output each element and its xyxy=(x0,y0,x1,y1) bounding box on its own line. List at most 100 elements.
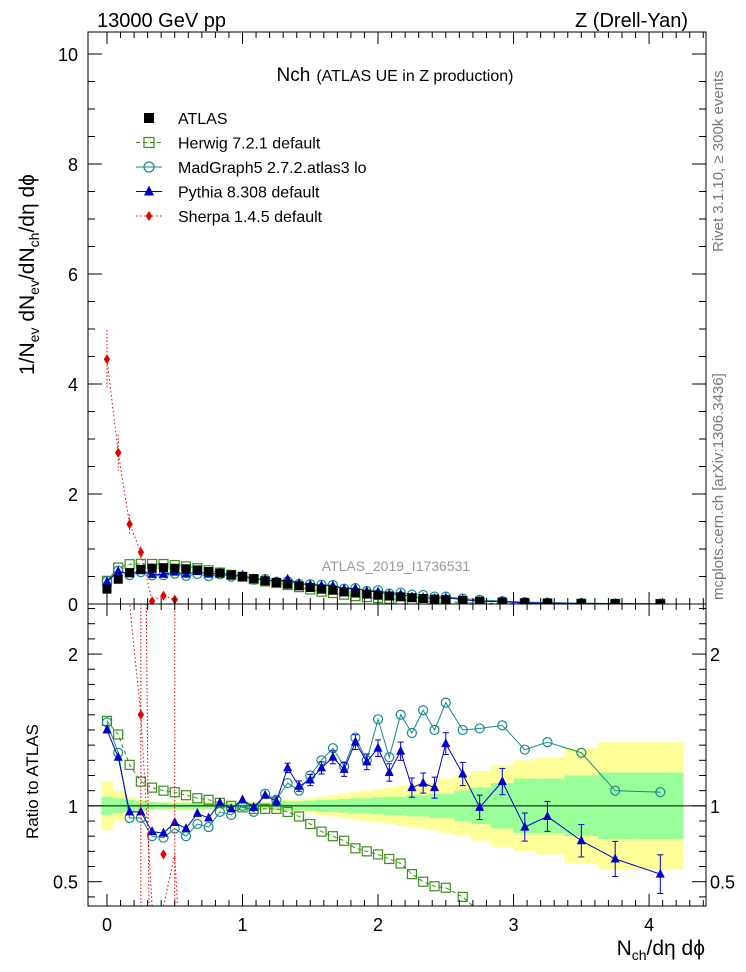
ratio-point xyxy=(350,843,361,854)
ratio-point xyxy=(655,787,666,798)
plot-title-main: Nch xyxy=(277,65,311,86)
ratio-y-tick-label: 1 xyxy=(68,797,78,817)
ratio-point xyxy=(147,826,157,836)
legend-label: ATLAS xyxy=(178,111,228,128)
main-series xyxy=(101,329,666,604)
atlas-point xyxy=(249,574,259,584)
ratio-line-sherpa xyxy=(106,604,178,906)
ratio-point xyxy=(395,709,406,720)
ratio-point xyxy=(125,806,135,816)
ratio-point xyxy=(429,724,440,736)
ratio-point xyxy=(282,777,293,789)
ratio-point xyxy=(226,803,236,813)
main-point xyxy=(158,568,168,578)
atlas-point xyxy=(125,568,135,578)
ratio-point xyxy=(475,801,485,811)
legend-label: Pythia 8.308 default xyxy=(178,185,320,202)
ratio-point xyxy=(406,869,418,880)
legend-marker xyxy=(144,113,154,123)
main-point xyxy=(147,568,157,578)
ratio-point xyxy=(418,876,429,887)
ratio-point xyxy=(102,724,112,734)
ratio-point xyxy=(215,797,225,807)
plot-title-sub: (ATLAS UE in Z production) xyxy=(316,68,513,85)
ratio-point xyxy=(576,747,587,758)
legend-label: Sherpa 1.4.5 default xyxy=(178,209,323,226)
legend-marker xyxy=(145,211,153,221)
ratio-point xyxy=(441,738,451,748)
ratio-line-0 xyxy=(106,720,474,906)
ratio-y-tick-label-right: 2 xyxy=(710,645,720,665)
y-tick-label: 4 xyxy=(68,375,78,395)
ratio-point xyxy=(294,780,304,790)
legend-marker xyxy=(143,161,155,173)
ratio-point xyxy=(395,858,406,869)
atlas-point xyxy=(384,591,394,601)
atlas-point xyxy=(520,598,530,604)
header-right: Z (Drell-Yan) xyxy=(575,10,688,32)
main-point xyxy=(114,447,122,458)
ratio-point xyxy=(137,709,145,720)
ratio-point xyxy=(124,759,135,770)
main-point xyxy=(126,519,133,530)
ratio-point xyxy=(260,803,271,814)
atlas-point xyxy=(147,563,157,573)
x-tick-label: 3 xyxy=(509,915,519,935)
atlas-point xyxy=(170,563,180,573)
legend-label: Herwig 7.2.1 default xyxy=(178,136,321,153)
svg-text:Nch(ATLAS UE in Z production): Nch (ATLAS UE in Z production) xyxy=(277,65,514,86)
y-tick-label: 6 xyxy=(68,265,78,285)
atlas-point xyxy=(542,598,552,604)
ratio-point xyxy=(542,810,552,820)
ratio-point xyxy=(406,727,418,739)
atlas-point xyxy=(204,567,214,577)
atlas-point xyxy=(418,594,428,603)
atlas-point xyxy=(305,583,315,592)
ratio-point xyxy=(655,868,665,878)
mcplots-label: mcplots.cern.ch [arXiv:1306.3436] xyxy=(710,373,727,600)
ratio-point xyxy=(283,762,293,772)
ratio-point xyxy=(362,756,372,766)
ratio-point xyxy=(238,794,247,804)
ratio-y-tick-label: 0.5 xyxy=(53,873,78,893)
analysis-id: ATLAS_2019_I1736531 xyxy=(322,558,471,574)
ratio-frame xyxy=(87,603,707,907)
rivet-label: Rivet 3.1.10, ≥ 300k events xyxy=(710,70,727,252)
atlas-point xyxy=(655,599,665,604)
plot-title: Nch (ATLAS UE in Z production) xyxy=(277,65,514,86)
ratio-point xyxy=(181,823,191,833)
y-axis-ratio-title: Ratio to ATLAS xyxy=(23,724,42,839)
atlas-point xyxy=(158,563,168,573)
ratio-point xyxy=(192,818,203,830)
ratio-y-tick-label: 2 xyxy=(68,645,78,665)
ratio-point xyxy=(203,821,214,833)
ratio-point xyxy=(519,744,530,755)
ratio-point xyxy=(203,794,214,805)
atlas-point xyxy=(362,589,372,599)
ratio-point xyxy=(610,853,620,863)
atlas-point xyxy=(430,594,440,604)
x-tick-label: 0 xyxy=(102,915,112,935)
ratio-point xyxy=(214,806,225,818)
ratio-point xyxy=(350,736,360,746)
atlas-point xyxy=(475,596,485,604)
ratio-point xyxy=(384,752,395,763)
ratio-errbar xyxy=(145,604,150,906)
ratio-uncertainty-bands xyxy=(88,742,706,870)
ratio-point xyxy=(113,751,123,761)
ratio-point xyxy=(458,768,468,778)
ratio-point xyxy=(249,801,259,811)
ratio-point xyxy=(204,812,214,822)
x-axis-title: Nch/dη dϕ xyxy=(617,937,705,963)
ratio-point xyxy=(384,853,395,865)
ratio-point xyxy=(372,714,384,725)
ratio-y-tick-label-right: 0.5 xyxy=(710,873,735,893)
ratio-point xyxy=(520,821,530,831)
ratio-point xyxy=(317,762,327,772)
y-tick-label: 8 xyxy=(68,155,78,175)
ratio-point xyxy=(440,882,451,893)
legend: ATLAS Herwig 7.2.1 default MadGraph5 2.7.2… xyxy=(136,111,367,226)
main-point xyxy=(137,547,145,558)
header-left: 13000 GeV pp xyxy=(97,10,226,32)
